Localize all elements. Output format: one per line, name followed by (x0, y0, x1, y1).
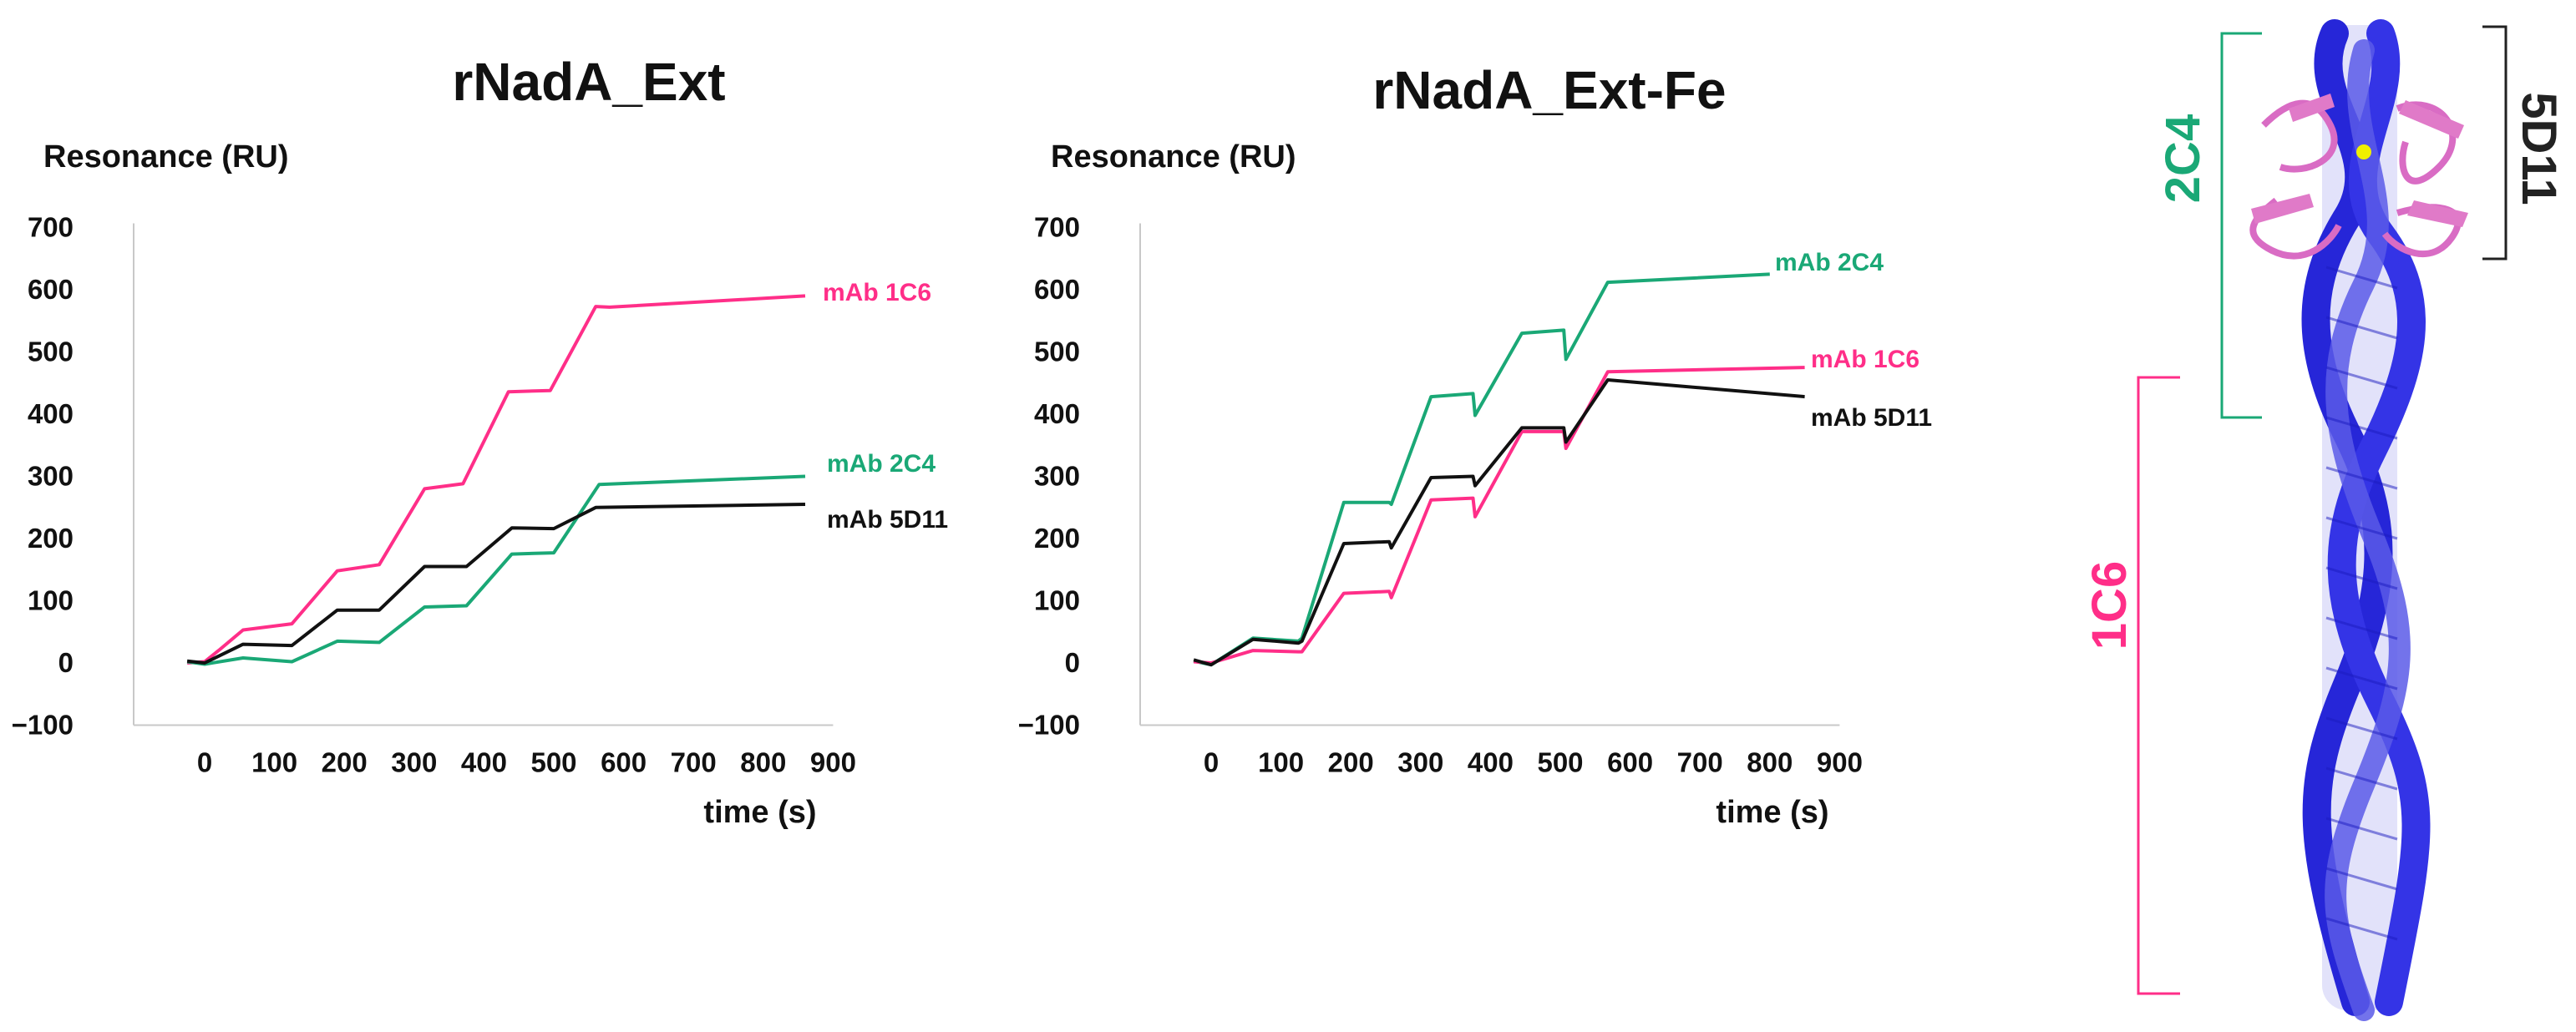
x-tick-label: 800 (740, 747, 786, 778)
tick-labels: −100 0 100 200 300 400 500 600 700 0 100 200 300 400 5… (12, 212, 856, 778)
y-tick-label: −100 (12, 710, 74, 741)
x-tick-label: 400 (461, 747, 507, 778)
y-tick-label: 300 (28, 461, 74, 492)
series-line-mab-5d11 (1193, 378, 1805, 667)
y-tick-label: −100 (1018, 710, 1080, 741)
series-line-mab-2c4 (186, 474, 806, 666)
x-tick-label: 200 (322, 747, 368, 778)
x-tick-label: 300 (1397, 747, 1443, 778)
y-tick-label: 700 (1034, 212, 1080, 243)
x-tick-label: 300 (391, 747, 437, 778)
y-tick-label: 100 (28, 585, 74, 616)
bracket-1c6 (2137, 376, 2180, 995)
bracket-5d11 (2482, 25, 2508, 261)
chart-title: rNadA_Ext (452, 52, 725, 112)
x-tick-label: 700 (671, 747, 717, 778)
metal-ion (2356, 144, 2371, 159)
x-tick-label: 100 (251, 747, 297, 778)
series-label: mAb 2C4 (827, 450, 936, 478)
series-line-mab-1c6 (1193, 366, 1805, 665)
series-line-mab-5d11 (186, 503, 806, 665)
y-axis-label: Resonance (RU) (43, 139, 289, 175)
y-tick-label: 400 (1034, 398, 1080, 429)
series-lines (1193, 272, 1805, 667)
chart-title: rNadA_Ext-Fe (1372, 60, 1726, 120)
x-tick-label: 600 (601, 747, 647, 778)
x-tick-label: 500 (1537, 747, 1583, 778)
y-tick-label: 600 (1034, 274, 1080, 305)
helix-bundle (2301, 19, 2431, 1021)
bracket-2c4 (2220, 32, 2262, 419)
beta-strands (2251, 94, 2468, 227)
chart-rnada-ext: rNadA_Ext Resonance (RU) time (s) −100 0 1… (12, 52, 948, 830)
protein-structure: 2C4 5D11 1C6 (2082, 19, 2566, 1021)
series-label: mAb 5D11 (1811, 404, 1932, 432)
series-labels: mAb 1C6 mAb 2C4 mAb 5D11 (823, 279, 948, 534)
y-tick-label: 0 (58, 647, 74, 678)
x-tick-label: 0 (197, 747, 212, 778)
y-tick-label: 300 (1034, 461, 1080, 492)
x-tick-label: 500 (530, 747, 576, 778)
x-axis-label: time (s) (703, 795, 816, 830)
series-line-mab-1c6 (186, 294, 806, 665)
y-axis-label: Resonance (RU) (1051, 139, 1296, 175)
y-tick-label: 200 (1034, 523, 1080, 554)
series-label: mAb 5D11 (827, 506, 948, 534)
series-lines (186, 294, 806, 666)
x-tick-label: 400 (1468, 747, 1514, 778)
series-line-mab-2c4 (1193, 272, 1770, 667)
series-labels: mAb 2C4 mAb 1C6 mAb 5D11 (1775, 249, 1932, 432)
y-tick-label: 200 (28, 523, 74, 554)
x-tick-label: 700 (1677, 747, 1723, 778)
label-2c4: 2C4 (2156, 114, 2210, 203)
x-tick-label: 900 (810, 747, 856, 778)
x-tick-label: 200 (1328, 747, 1374, 778)
y-tick-label: 400 (28, 398, 74, 429)
y-tick-label: 0 (1065, 647, 1080, 678)
y-tick-label: 500 (1034, 336, 1080, 367)
series-label: mAb 1C6 (1811, 346, 1919, 373)
label-1c6: 1C6 (2082, 561, 2137, 650)
x-tick-label: 0 (1204, 747, 1219, 778)
axes (133, 223, 834, 726)
y-tick-label: 500 (28, 336, 74, 367)
chart-rnada-ext-fe: rNadA_Ext-Fe Resonance (RU) time (s) −10… (1018, 60, 1932, 830)
y-tick-label: 600 (28, 274, 74, 305)
x-tick-label: 800 (1747, 747, 1793, 778)
label-5d11: 5D11 (2512, 92, 2566, 205)
x-tick-label: 100 (1258, 747, 1304, 778)
series-label: mAb 1C6 (823, 279, 931, 306)
series-label: mAb 2C4 (1775, 249, 1884, 276)
x-tick-label: 900 (1817, 747, 1863, 778)
y-tick-label: 100 (1034, 585, 1080, 616)
tick-labels: −100 0 100 200 300 400 500 600 700 0 100 200 300 400 5… (1018, 212, 1863, 778)
axes (1139, 223, 1840, 726)
y-tick-label: 700 (28, 212, 74, 243)
x-axis-label: time (s) (1716, 795, 1828, 830)
x-tick-label: 600 (1607, 747, 1653, 778)
